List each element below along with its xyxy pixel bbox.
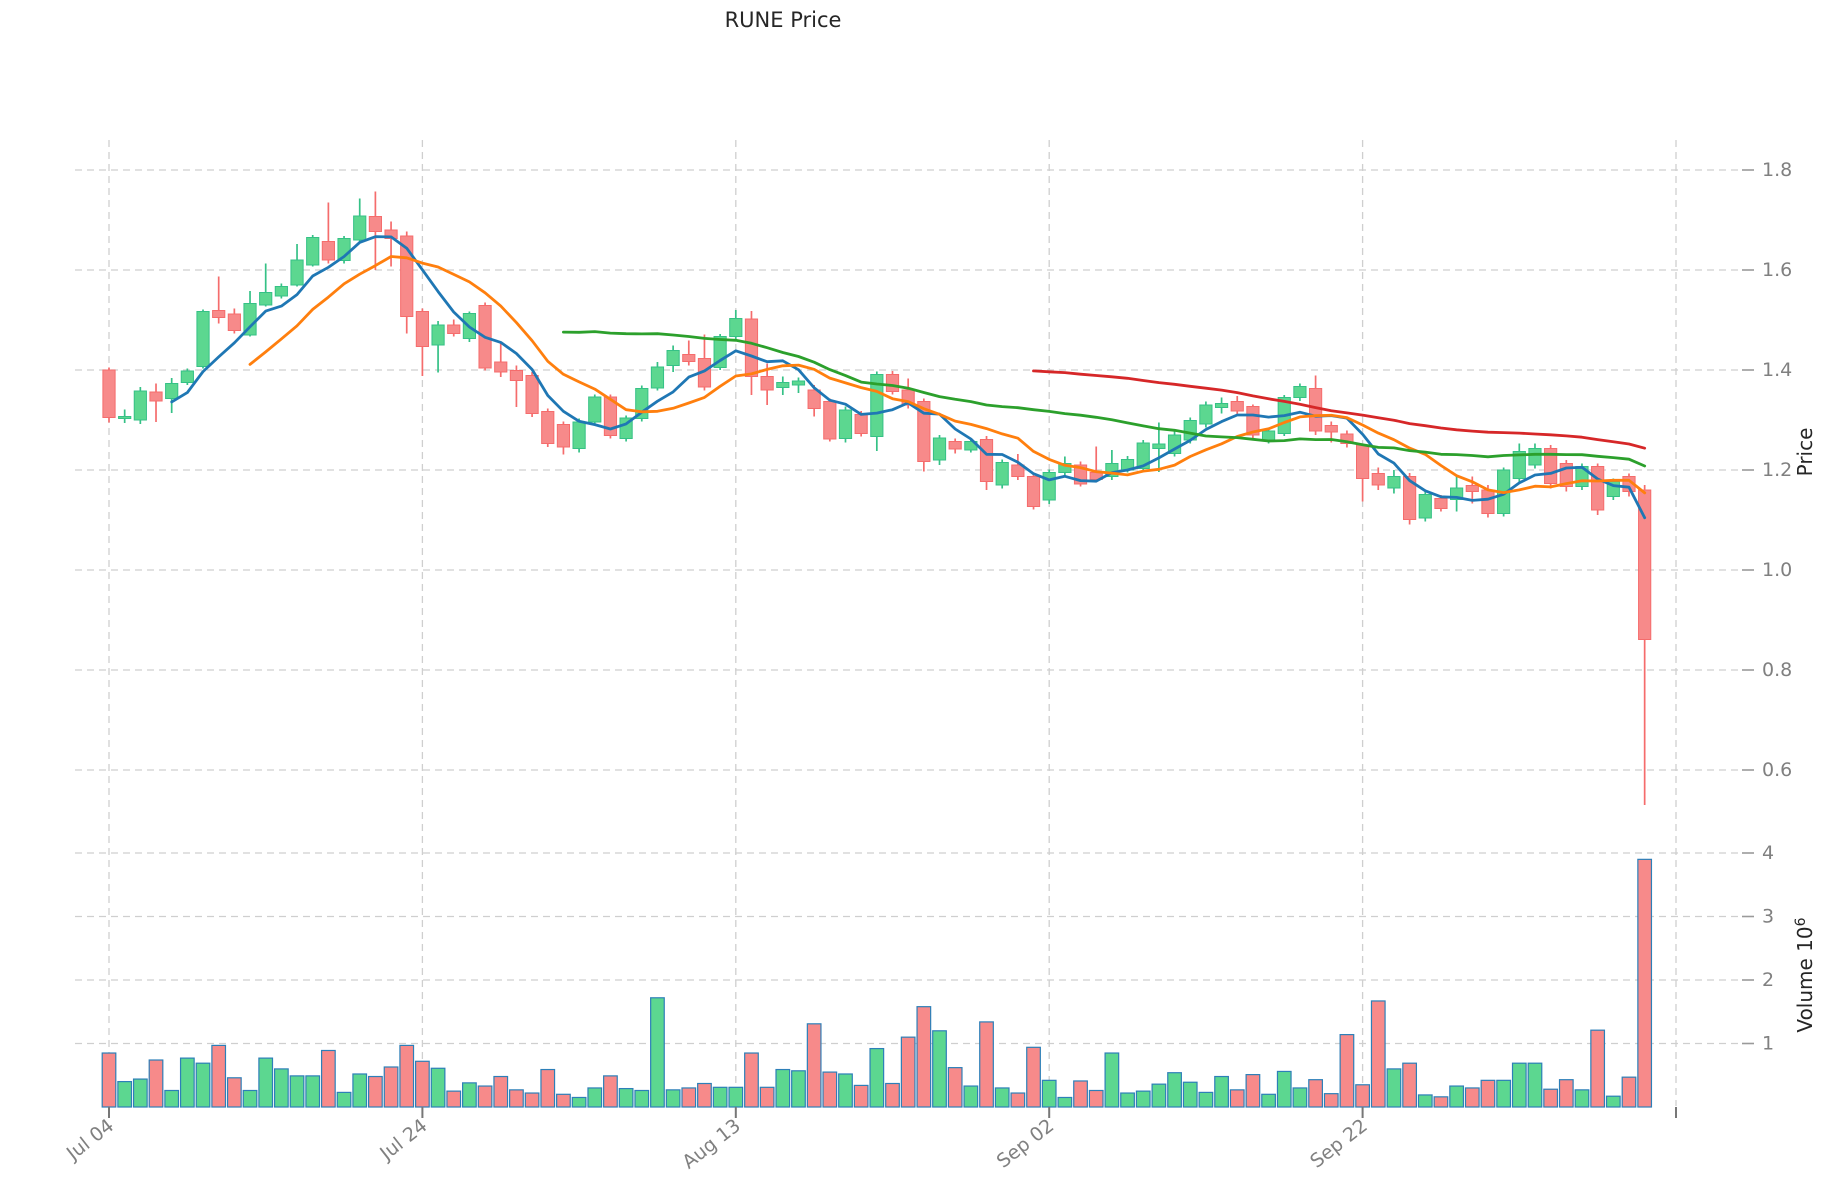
svg-text:Sep 02: Sep 02 — [993, 1115, 1059, 1173]
svg-text:1.4: 1.4 — [1762, 359, 1792, 381]
svg-text:1.6: 1.6 — [1762, 259, 1792, 281]
svg-text:0.8: 0.8 — [1762, 659, 1792, 681]
chart-title: RUNE Price — [724, 8, 842, 32]
candles — [102, 191, 1652, 805]
svg-text:1.0: 1.0 — [1762, 559, 1792, 581]
svg-text:Sep 22: Sep 22 — [1306, 1115, 1372, 1173]
svg-text:Jul 24: Jul 24 — [375, 1115, 431, 1166]
svg-text:Aug 13: Aug 13 — [678, 1115, 745, 1174]
price-axis-label: Price — [1793, 428, 1817, 477]
grid-layer — [75, 140, 1742, 1106]
volume-bars — [101, 858, 1653, 1108]
svg-text:Jul 04: Jul 04 — [62, 1115, 118, 1166]
svg-text:1.2: 1.2 — [1762, 459, 1792, 481]
svg-text:3: 3 — [1762, 906, 1774, 928]
svg-text:4: 4 — [1762, 842, 1774, 864]
svg-text:0.6: 0.6 — [1762, 759, 1792, 781]
svg-text:1: 1 — [1762, 1033, 1774, 1055]
svg-text:1.8: 1.8 — [1762, 159, 1792, 181]
moving-average-lines — [170, 235, 1647, 520]
svg-text:2: 2 — [1762, 969, 1774, 991]
volume-axis-label: Volume 106 — [1793, 917, 1817, 1032]
